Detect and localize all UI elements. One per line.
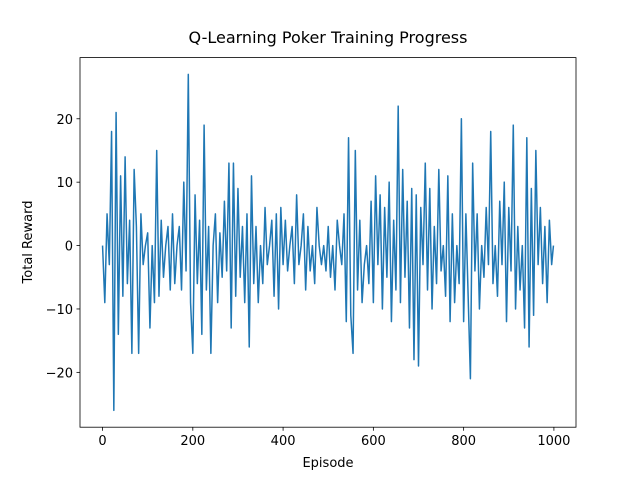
x-tick-label: 800 <box>451 434 476 449</box>
y-tick-label: −20 <box>46 366 73 381</box>
y-tick-label: 10 <box>56 176 73 191</box>
y-tick-label: 0 <box>65 240 73 255</box>
y-tick-label: −10 <box>46 303 73 318</box>
chart-title: Q-Learning Poker Training Progress <box>189 28 468 47</box>
data-line <box>101 73 555 412</box>
y-axis-label: Total Reward <box>21 201 36 285</box>
x-tick-label: 600 <box>361 434 386 449</box>
x-tick-label: 400 <box>271 434 296 449</box>
x-tick-label: 200 <box>180 434 205 449</box>
x-tick-label: 1000 <box>537 434 570 449</box>
y-tick-label: 20 <box>56 113 73 128</box>
x-axis-label: Episode <box>302 456 353 471</box>
x-tick-label: 0 <box>98 434 106 449</box>
axes-frame <box>79 57 577 428</box>
